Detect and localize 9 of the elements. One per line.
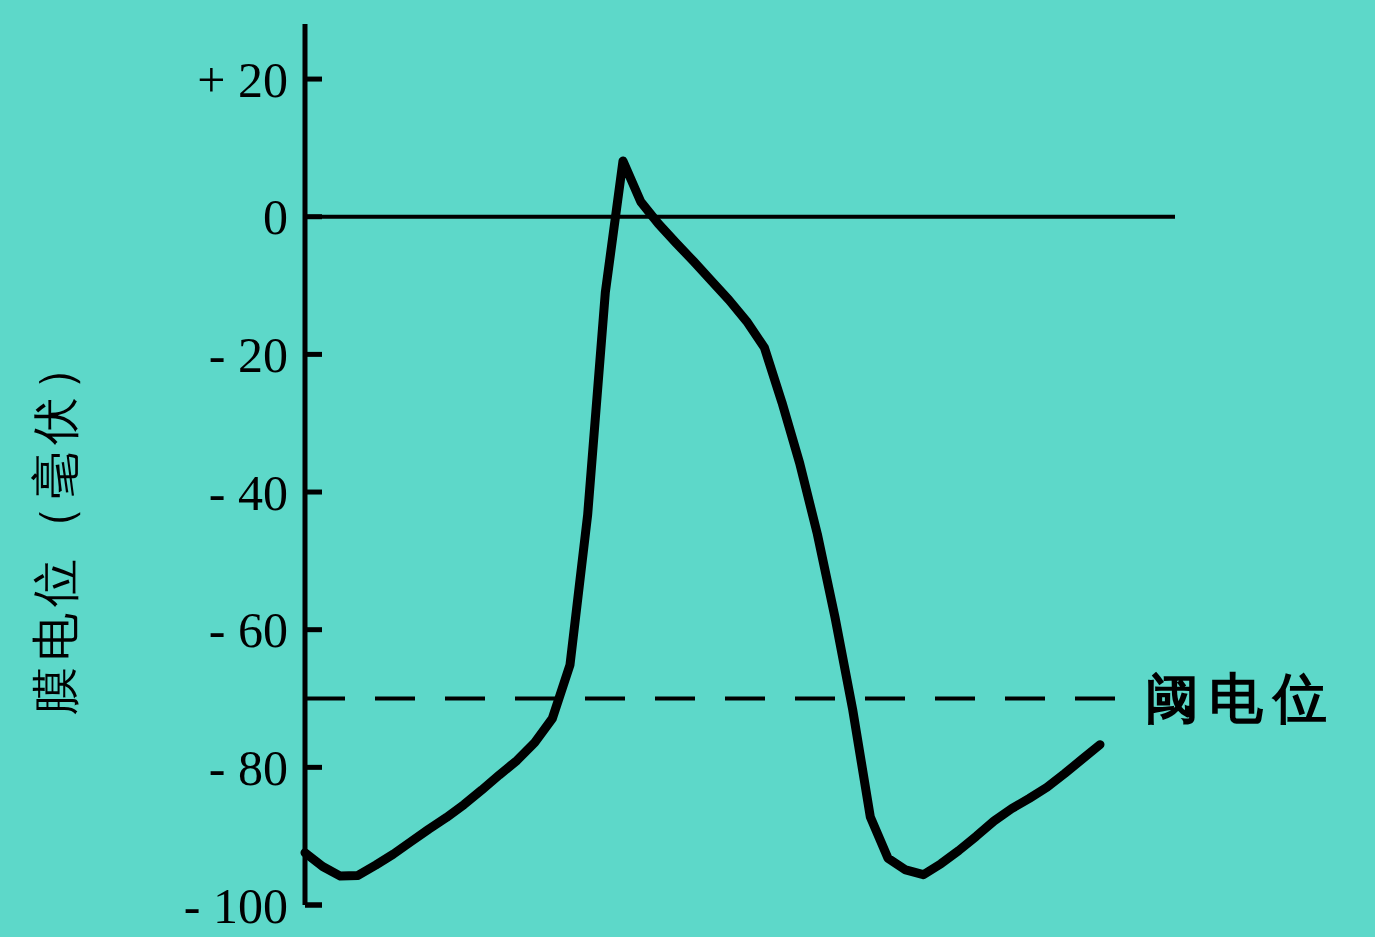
y-tick-label: + 20 [197,51,288,108]
ref-line-label: 阈电位 [1145,667,1337,731]
y-tick-label: - 40 [208,464,288,521]
y-tick-label: - 20 [208,326,288,383]
y-tick-label: 0 [263,189,288,246]
y-axis-title: 膜电位（毫伏） [26,337,83,716]
y-tick-label: - 100 [183,877,288,934]
y-tick-label: - 60 [208,602,288,659]
y-tick-label: - 80 [208,739,288,796]
